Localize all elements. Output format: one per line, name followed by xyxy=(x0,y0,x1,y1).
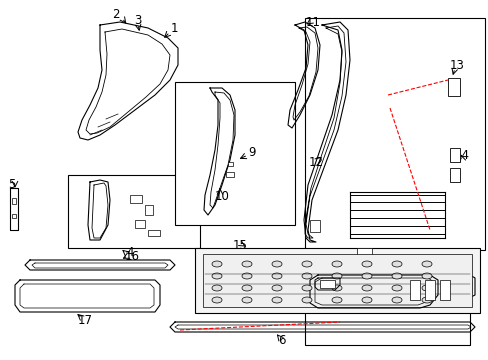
Ellipse shape xyxy=(331,285,341,291)
Bar xyxy=(12,214,16,218)
Ellipse shape xyxy=(212,273,222,279)
Ellipse shape xyxy=(391,297,401,303)
Ellipse shape xyxy=(302,273,311,279)
Ellipse shape xyxy=(361,273,371,279)
Text: 16: 16 xyxy=(124,249,139,262)
Ellipse shape xyxy=(242,261,251,267)
Bar xyxy=(356,248,371,258)
Bar xyxy=(424,280,434,300)
Bar xyxy=(447,78,459,96)
Ellipse shape xyxy=(361,297,371,303)
Bar xyxy=(130,195,142,203)
Bar xyxy=(145,205,153,215)
Text: 8: 8 xyxy=(338,288,345,301)
Text: 7: 7 xyxy=(368,261,376,274)
Bar xyxy=(203,254,471,307)
Text: 1: 1 xyxy=(170,22,177,35)
Text: 5: 5 xyxy=(8,177,16,190)
Text: 4: 4 xyxy=(126,247,134,260)
Text: 12: 12 xyxy=(308,156,323,168)
Ellipse shape xyxy=(391,273,401,279)
Text: 11: 11 xyxy=(305,15,320,28)
Ellipse shape xyxy=(271,297,282,303)
Ellipse shape xyxy=(212,297,222,303)
Bar xyxy=(148,230,160,236)
Bar xyxy=(409,280,419,300)
Ellipse shape xyxy=(361,261,371,267)
Bar xyxy=(227,162,232,166)
Bar xyxy=(439,280,449,300)
Ellipse shape xyxy=(421,297,431,303)
Text: 13: 13 xyxy=(448,59,464,72)
Text: 3: 3 xyxy=(134,14,142,27)
Bar xyxy=(449,168,459,182)
Ellipse shape xyxy=(271,285,282,291)
Text: 2: 2 xyxy=(112,8,120,21)
Bar xyxy=(135,220,145,228)
Bar xyxy=(225,172,234,177)
Ellipse shape xyxy=(271,261,282,267)
Bar xyxy=(319,280,334,288)
Bar xyxy=(309,220,319,232)
Ellipse shape xyxy=(421,261,431,267)
Ellipse shape xyxy=(421,273,431,279)
Bar xyxy=(12,198,16,204)
Text: 18: 18 xyxy=(456,258,470,271)
Ellipse shape xyxy=(271,273,282,279)
Ellipse shape xyxy=(302,261,311,267)
Ellipse shape xyxy=(302,285,311,291)
Ellipse shape xyxy=(212,285,222,291)
Bar xyxy=(68,175,200,248)
Ellipse shape xyxy=(331,261,341,267)
Ellipse shape xyxy=(242,273,251,279)
Text: 9: 9 xyxy=(248,145,255,158)
Ellipse shape xyxy=(361,285,371,291)
Ellipse shape xyxy=(242,297,251,303)
Text: 15: 15 xyxy=(232,239,247,252)
Bar xyxy=(305,260,469,345)
Text: 14: 14 xyxy=(453,149,468,162)
Ellipse shape xyxy=(302,297,311,303)
Bar xyxy=(195,248,479,313)
Text: 10: 10 xyxy=(214,189,229,202)
Ellipse shape xyxy=(242,285,251,291)
Ellipse shape xyxy=(421,285,431,291)
Ellipse shape xyxy=(331,297,341,303)
Bar xyxy=(175,82,294,225)
Text: 6: 6 xyxy=(278,333,285,346)
Bar xyxy=(305,18,484,250)
Ellipse shape xyxy=(391,285,401,291)
Bar xyxy=(449,148,459,162)
Ellipse shape xyxy=(331,273,341,279)
Text: 17: 17 xyxy=(77,314,92,327)
Ellipse shape xyxy=(212,261,222,267)
Ellipse shape xyxy=(391,261,401,267)
